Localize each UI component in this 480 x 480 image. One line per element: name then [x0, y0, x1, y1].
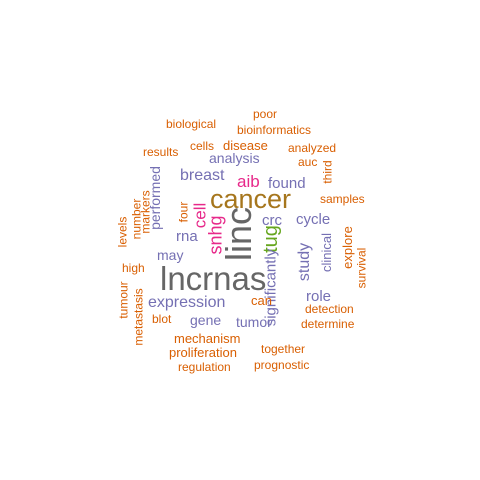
word-mechanism: mechanism	[174, 331, 241, 346]
word-metastasis: metastasis	[131, 288, 146, 346]
word-analysis: analysis	[209, 150, 260, 166]
word-cycle: cycle	[296, 211, 331, 228]
word-gene: gene	[190, 312, 222, 328]
word-role: role	[306, 288, 332, 305]
word-tumor: tumor	[236, 314, 272, 330]
word-significantly: significantly	[262, 248, 280, 327]
word-may: may	[157, 247, 184, 263]
word-samples: samples	[320, 192, 365, 206]
word-study: study	[296, 242, 314, 282]
word-tumour: tumour	[116, 281, 131, 319]
word-found: found	[268, 175, 306, 192]
word-detection: detection	[305, 302, 354, 316]
word-third: third	[320, 160, 335, 184]
word-breast: breast	[180, 167, 225, 184]
word-cell: cell	[190, 202, 210, 229]
word-lncrnas: lncrnas	[160, 260, 267, 297]
word-regulation: regulation	[178, 360, 231, 374]
word-prognostic: prognostic	[254, 358, 310, 372]
word-cancer: cancer	[210, 184, 292, 214]
word-cells: cells	[190, 139, 215, 153]
word-clinical: clinical	[319, 232, 335, 273]
word-explore: explore	[339, 226, 355, 269]
word-blot: blot	[152, 312, 172, 326]
word-bioinformatics: bioinformatics	[237, 123, 312, 137]
word-markers: markers	[138, 190, 153, 234]
word-analyzed: analyzed	[288, 141, 337, 155]
word-survival: survival	[354, 247, 369, 289]
word-together: together	[261, 342, 306, 356]
word-poor: poor	[253, 107, 278, 121]
word-disease: disease	[223, 138, 268, 153]
word-results: results	[143, 145, 179, 159]
word-crc: crc	[262, 212, 282, 229]
word-aib: aib	[237, 172, 260, 191]
word-proliferation: proliferation	[169, 345, 237, 360]
word-can: can	[251, 293, 272, 308]
word-expression: expression	[148, 294, 226, 311]
word-biological: biological	[166, 117, 217, 131]
word-four: four	[176, 201, 191, 223]
word-auc: auc	[298, 155, 318, 169]
word-rna: rna	[176, 228, 198, 245]
word-linc: linc	[218, 206, 260, 262]
word-high: high	[122, 261, 145, 275]
word-determine: determine	[301, 317, 355, 331]
word-levels: levels	[115, 216, 130, 248]
